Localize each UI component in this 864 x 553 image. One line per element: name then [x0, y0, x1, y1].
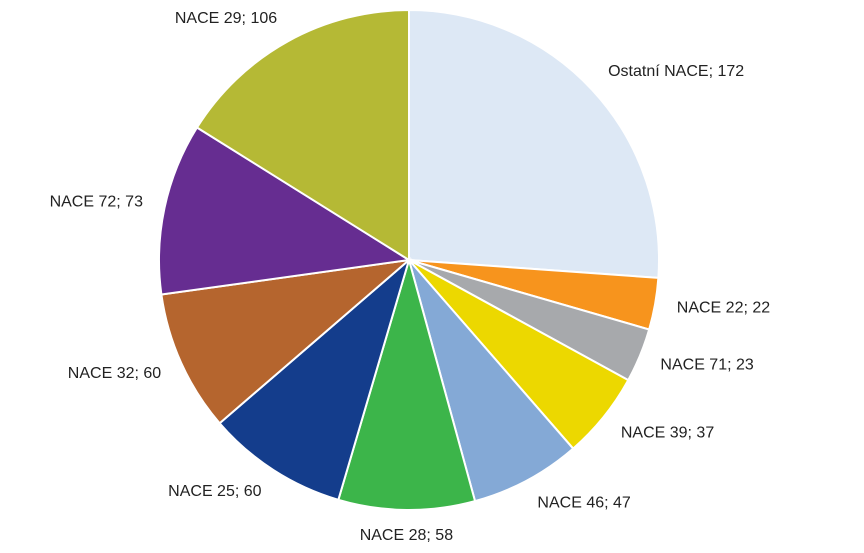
slice-label: NACE 46; 47 — [537, 495, 630, 512]
slice-label: NACE 71; 23 — [660, 357, 753, 374]
pie-slice — [408, 8, 660, 279]
slice-label: NACE 72; 73 — [50, 194, 143, 211]
slice-label: NACE 25; 60 — [168, 483, 261, 500]
pie-slice — [337, 256, 477, 511]
slice-label: NACE 28; 58 — [360, 527, 453, 544]
pie-slice — [195, 8, 410, 262]
slice-label: NACE 32; 60 — [68, 365, 161, 382]
pie-slice — [158, 126, 412, 296]
slice-label: NACE 29; 106 — [175, 10, 277, 27]
slice-label: NACE 39; 37 — [621, 424, 714, 441]
pie-slice — [408, 259, 575, 503]
pie-slice — [160, 258, 413, 425]
slice-label: Ostatní NACE; 172 — [608, 63, 744, 80]
slice-label: NACE 22; 22 — [677, 300, 770, 317]
pie-slice — [218, 257, 411, 502]
